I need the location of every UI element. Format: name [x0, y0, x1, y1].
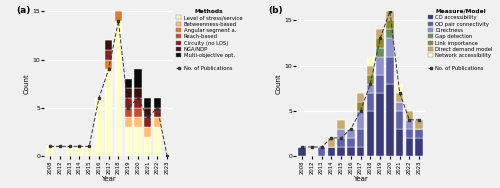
Bar [386, 39, 394, 57]
Bar [154, 98, 161, 108]
Bar [96, 98, 102, 156]
Bar [115, 11, 122, 21]
Bar [144, 118, 152, 127]
Bar [366, 57, 374, 66]
Bar [396, 129, 404, 156]
Bar [357, 102, 364, 111]
Bar [144, 137, 152, 156]
Bar [416, 138, 423, 156]
Bar [86, 146, 93, 156]
Bar [134, 108, 141, 118]
Bar [115, 2, 122, 11]
X-axis label: Year: Year [102, 177, 116, 182]
Bar [318, 147, 326, 156]
Bar [124, 79, 132, 89]
Bar [76, 146, 83, 156]
Bar [357, 147, 364, 156]
Bar [134, 127, 141, 156]
Bar [406, 138, 413, 156]
Bar [338, 147, 345, 156]
Bar [46, 146, 54, 156]
Bar [338, 129, 345, 138]
Bar [115, 0, 122, 2]
X-axis label: Year: Year [353, 177, 368, 182]
Bar [376, 30, 384, 39]
Bar [144, 127, 152, 137]
Bar [386, 30, 394, 39]
Bar [396, 93, 404, 102]
Bar [357, 93, 364, 102]
Bar [396, 111, 404, 129]
Bar [144, 108, 152, 118]
Bar [105, 69, 112, 156]
Bar [386, 2, 394, 11]
Bar [154, 127, 161, 156]
Bar [115, 21, 122, 156]
Bar [416, 120, 423, 129]
Bar [366, 75, 374, 84]
Bar [134, 89, 141, 98]
Bar [105, 50, 112, 60]
Bar [386, 84, 394, 156]
Bar [396, 84, 404, 93]
Bar [338, 138, 345, 147]
Bar [357, 129, 364, 147]
Bar [396, 102, 404, 111]
Bar [386, 20, 394, 30]
Bar [406, 111, 413, 120]
Text: (a): (a) [16, 6, 30, 14]
Y-axis label: Count: Count [24, 73, 30, 94]
Bar [366, 93, 374, 111]
Bar [406, 120, 413, 129]
Bar [376, 48, 384, 57]
Bar [347, 129, 354, 138]
Bar [366, 111, 374, 156]
Bar [366, 66, 374, 75]
Bar [376, 57, 384, 75]
Bar [134, 118, 141, 127]
Bar [376, 39, 384, 48]
Bar [124, 118, 132, 127]
Bar [376, 93, 384, 156]
Bar [66, 146, 74, 156]
Legend: CO accessibility, OD pair connectivity, Directness, Gap detection, Link importan: CO accessibility, OD pair connectivity, … [428, 8, 494, 71]
Bar [134, 98, 141, 108]
Bar [406, 129, 413, 138]
Bar [154, 108, 161, 118]
Bar [386, 57, 394, 84]
Bar [347, 138, 354, 147]
Bar [124, 89, 132, 98]
Bar [298, 147, 306, 156]
Bar [338, 120, 345, 129]
Bar [154, 118, 161, 127]
Bar [357, 111, 364, 129]
Bar [328, 138, 335, 147]
Bar [376, 75, 384, 93]
Bar [386, 11, 394, 20]
Bar [347, 147, 354, 156]
Bar [134, 69, 141, 89]
Bar [105, 60, 112, 69]
Bar [416, 129, 423, 138]
Bar [105, 40, 112, 50]
Bar [144, 98, 152, 108]
Legend: Level of stress/service, Betweenness-based, Angular segment a., Reach-based, Cir: Level of stress/service, Betweenness-bas… [176, 8, 242, 71]
Y-axis label: Count: Count [276, 73, 281, 94]
Bar [124, 98, 132, 108]
Bar [124, 127, 132, 156]
Text: (b): (b) [268, 6, 282, 14]
Bar [328, 147, 335, 156]
Bar [124, 108, 132, 118]
Bar [366, 84, 374, 93]
